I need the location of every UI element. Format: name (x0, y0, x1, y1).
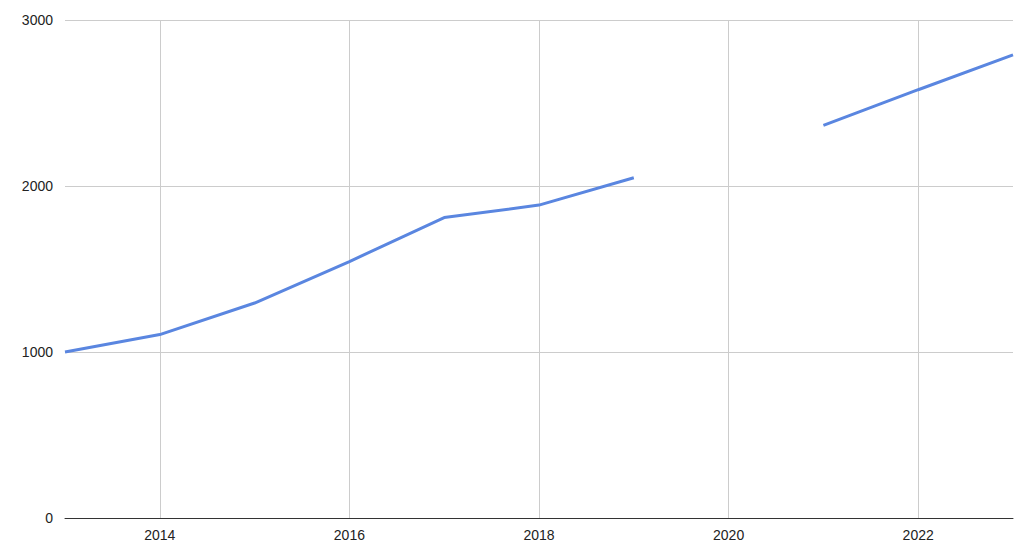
svg-text:2000: 2000 (22, 178, 53, 194)
svg-text:2014: 2014 (144, 527, 175, 543)
svg-text:2018: 2018 (523, 527, 554, 543)
svg-text:2016: 2016 (334, 527, 365, 543)
svg-text:2022: 2022 (903, 527, 934, 543)
svg-text:0: 0 (45, 510, 53, 526)
svg-text:3000: 3000 (22, 12, 53, 28)
svg-text:2020: 2020 (713, 527, 744, 543)
svg-text:1000: 1000 (22, 344, 53, 360)
